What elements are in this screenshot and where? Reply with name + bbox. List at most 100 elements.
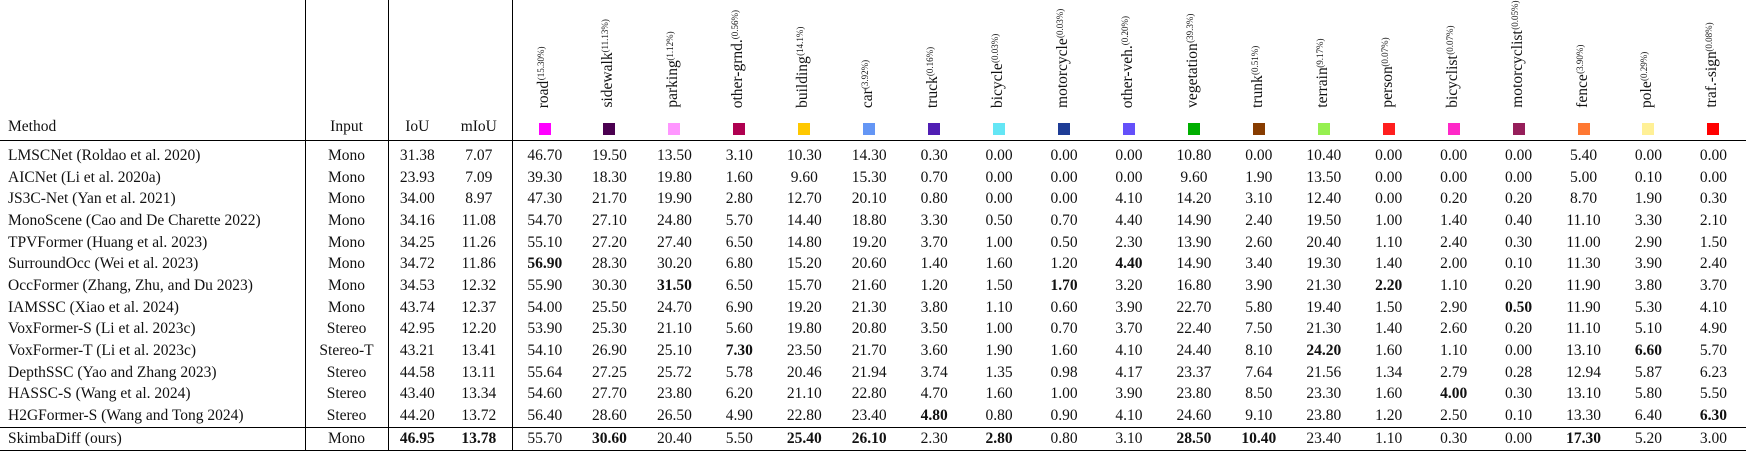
class-iou-value: 19.20 (786, 298, 822, 316)
class-name: car (859, 89, 877, 108)
class-iou-value: 19.90 (656, 190, 692, 208)
class-iou-value: 27.25 (592, 363, 627, 381)
class-name: bicycle (989, 63, 1007, 108)
class-iou-value-best: 0.50 (1505, 298, 1533, 316)
class-iou-value: 13.90 (1176, 233, 1212, 251)
method-name: HASSC-S (Wang et al. 2024) (0, 383, 306, 406)
class-iou-value: 2.60 (1245, 233, 1273, 251)
class-iou-value-best: 7.30 (725, 342, 753, 360)
class-color-swatch (1707, 123, 1720, 135)
class-iou-value: 3.70 (1699, 276, 1728, 294)
class-iou-value: 3.70 (1115, 320, 1143, 338)
class-iou-value: 4.00 (1421, 384, 1486, 406)
class-iou-value: 2.80 (966, 426, 1032, 451)
class-iou-value: 5.10 (1634, 320, 1662, 338)
class-iou-value: 0.00 (1245, 146, 1273, 164)
class-iou-value: 11.10 (1566, 211, 1601, 229)
header-iou: IoU (388, 0, 447, 141)
class-iou-value: 5.30 (1634, 298, 1662, 316)
class-iou-value: 1.40 (1375, 255, 1403, 273)
table-row: IAMSSC (Xiao et al. 2024) Mono 43.74 12.37 5… (0, 296, 1746, 319)
class-iou-value-best: 26.10 (851, 429, 887, 447)
class-iou-value: 56.40 (527, 407, 563, 425)
class-iou-value: 5.00 (1569, 168, 1598, 186)
class-iou-value: 46.70 (527, 146, 563, 164)
class-iou-value: 23.80 (1176, 385, 1212, 403)
class-color-swatch (668, 123, 681, 135)
class-frequency: (3.92%) (860, 59, 871, 90)
class-iou-value: 39.30 (527, 168, 563, 186)
class-iou-value: 2.30 (901, 426, 967, 451)
class-iou-value: 2.20 (1356, 275, 1421, 297)
header-class-building: building (14.1%) (771, 0, 837, 141)
class-iou-value: 5.70 (1699, 342, 1728, 360)
class-iou-value: 4.10 (1115, 342, 1143, 360)
method-name: DepthSSC (Yao and Zhang 2023) (0, 361, 306, 384)
class-iou-value: 0.50 (1050, 233, 1078, 251)
class-iou-value: 54.00 (527, 298, 563, 316)
class-iou-value: 3.10 (1096, 426, 1162, 451)
class-iou-value: 4.10 (1699, 298, 1728, 316)
class-iou-value: 24.70 (656, 298, 692, 316)
iou-value: 34.25 (399, 233, 435, 251)
class-iou-value: 2.90 (1440, 298, 1468, 316)
class-iou-value: 0.30 (1505, 233, 1533, 251)
class-iou-value: 3.10 (1245, 190, 1273, 208)
class-iou-value: 6.50 (725, 233, 753, 251)
class-iou-value: 10.30 (786, 146, 822, 164)
class-iou-value: 13.50 (1306, 168, 1342, 186)
miou-value: 13.34 (446, 383, 513, 406)
table-row: OccFormer (Zhang, Zhu, and Du 2023) Mono 3… (0, 275, 1746, 297)
class-color-swatch (1642, 123, 1655, 135)
class-iou-value: 11.90 (1566, 276, 1601, 294)
class-iou-value-best: 4.80 (920, 407, 948, 425)
class-iou-value: 3.30 (1634, 211, 1662, 229)
class-name: road (534, 80, 552, 108)
miou-value: 13.78 (446, 426, 513, 451)
class-iou-value: 0.00 (985, 168, 1013, 186)
input-type: Mono (305, 426, 389, 451)
class-iou-value: 15.30 (851, 168, 887, 186)
miou-value-best: 13.78 (461, 429, 497, 447)
header-method: Method (0, 0, 306, 141)
table-body: LMSCNet (Roldao et al. 2020) Mono 31.38 7.0… (0, 140, 1746, 451)
class-iou-value: 21.94 (851, 363, 887, 381)
class-iou-value: 2.40 (1245, 211, 1273, 229)
class-iou-value: 14.90 (1176, 211, 1212, 229)
class-iou-value: 55.70 (512, 426, 577, 451)
header-class-fence: fence (3.90%) (1551, 0, 1616, 141)
class-iou-value: 21.10 (786, 385, 822, 403)
class-iou-value: 0.80 (920, 190, 948, 208)
class-iou-value: 5.50 (1699, 385, 1728, 403)
input-type: Mono (305, 296, 389, 319)
miou-value: 12.32 (446, 275, 513, 297)
miou-value: 13.41 (446, 340, 513, 362)
header-miou: mIoU (446, 0, 513, 141)
table-row: JS3C-Net (Yan et al. 2021) Mono 34.00 8.97 4… (0, 188, 1746, 211)
class-iou-value: 3.90 (1634, 255, 1662, 273)
class-iou-value: 6.23 (1699, 363, 1728, 381)
class-iou-value: 14.20 (1176, 190, 1212, 208)
class-frequency: (0.03%) (990, 33, 1001, 64)
input-type: Mono (305, 253, 389, 276)
class-iou-value: 1.10 (1375, 233, 1403, 251)
class-iou-value: 2.10 (1699, 211, 1728, 229)
class-iou-value: 24.60 (1176, 407, 1212, 425)
class-iou-value: 1.00 (985, 233, 1013, 251)
class-color-swatch (1382, 123, 1395, 135)
class-iou-value: 30.30 (592, 276, 627, 294)
class-iou-value: 1.20 (1050, 255, 1078, 273)
iou-value: 46.95 (388, 426, 447, 451)
table-row: SkimbaDiff (ours) Mono 46.95 13.78 55.70 30.6… (0, 426, 1746, 451)
class-iou-value: 2.40 (1699, 255, 1728, 273)
class-iou-value: 14.90 (1176, 255, 1212, 273)
class-color-swatch (733, 123, 746, 135)
class-iou-value: 0.20 (1505, 190, 1533, 208)
method-name: AICNet (Li et al. 2020a) (0, 166, 306, 189)
class-iou-value: 13.30 (1566, 407, 1601, 425)
class-frequency: (0.08%) (1704, 22, 1715, 52)
class-iou-value: 6.30 (1681, 405, 1746, 427)
class-iou-value: 21.30 (1306, 320, 1342, 338)
class-label: truck (0.16%) (924, 47, 941, 108)
method-name: SurroundOcc (Wei et al. 2023) (0, 253, 306, 276)
